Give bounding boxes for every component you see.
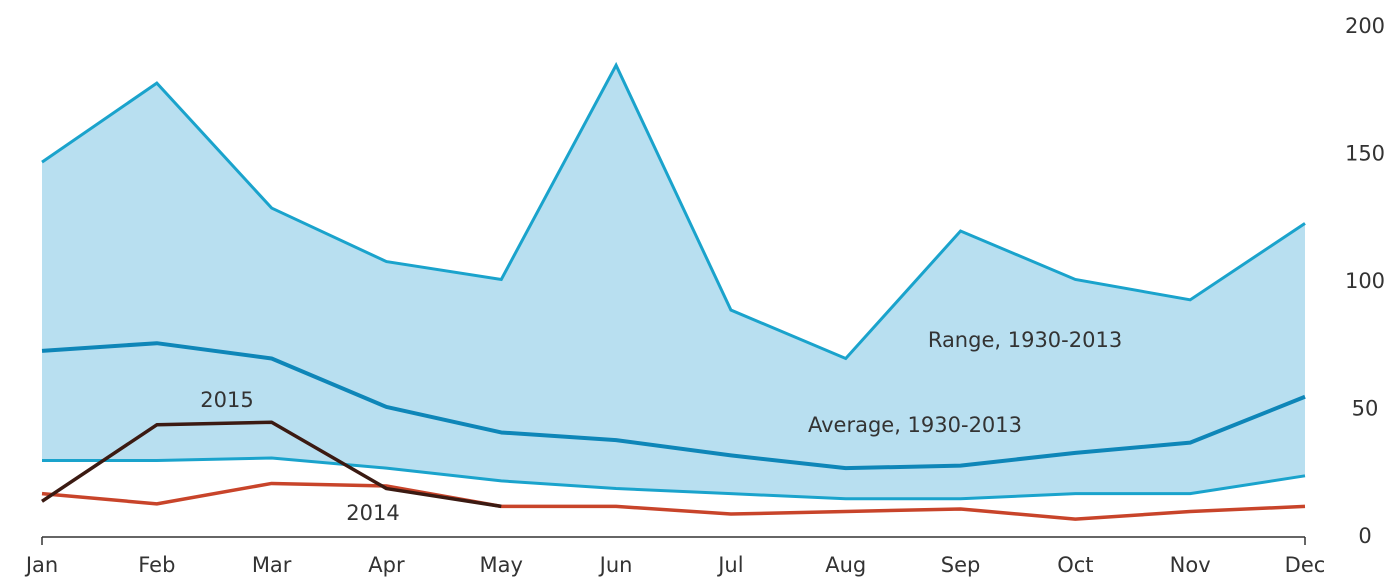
series-line [41,420,502,509]
y-tick-label: 0 [1358,524,1371,548]
x-tick-label: Mar [252,553,292,577]
series-label: 2014 [346,501,399,525]
x-tick-label: Oct [1057,553,1093,577]
x-tick-label: Dec [1285,553,1326,577]
range-low-line [42,456,1306,501]
y-tick-label: 100 [1345,269,1385,293]
series-line [41,341,1306,471]
x-tick-label: Jan [24,553,58,577]
y-tick-label: 150 [1345,142,1385,166]
x-tick-label: Feb [138,553,175,577]
series-line [41,481,1306,521]
x-tick-label: Apr [368,553,405,577]
range-high-line [41,61,1306,361]
x-tick-label: Aug [825,553,866,577]
y-tick-label: 200 [1345,14,1385,38]
range-area [42,65,1305,499]
x-tick-label: Jul [716,553,743,577]
x-tick-label: Jun [598,553,633,577]
series-label: Range, 1930-2013 [928,328,1122,352]
series-label: 2015 [200,388,253,412]
x-tick-label: May [480,553,523,577]
series-label: Average, 1930-2013 [808,413,1022,437]
x-tick-label: Sep [941,553,981,577]
x-tick-label: Nov [1170,553,1211,577]
y-tick-label: 50 [1352,397,1379,421]
